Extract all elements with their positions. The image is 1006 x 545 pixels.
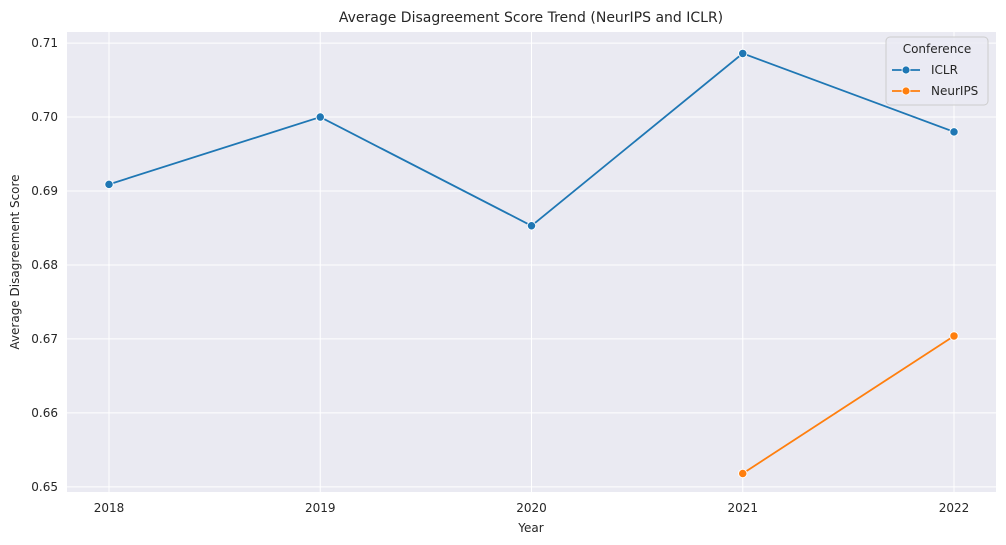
chart-title: Average Disagreement Score Trend (NeurIP… <box>339 10 723 26</box>
y-tick-label: 0.70 <box>31 110 58 124</box>
legend-box <box>885 36 989 106</box>
data-point-iclr <box>526 221 537 231</box>
y-axis-title: Average Disagreement Score <box>8 174 22 349</box>
data-point-iclr <box>315 112 325 122</box>
data-point-neurips <box>738 468 748 479</box>
data-point-iclr <box>949 127 959 137</box>
x-tick-label: 2018 <box>94 501 125 515</box>
x-tick-label: 2019 <box>305 501 336 515</box>
series-layer <box>104 48 959 479</box>
y-tick-label: 0.69 <box>31 184 58 198</box>
legend-marker-iclr <box>901 65 911 75</box>
y-tick-label: 0.67 <box>31 332 58 346</box>
x-tick-label: 2022 <box>939 501 970 515</box>
y-tick-label: 0.65 <box>31 480 58 494</box>
tick-labels: 2018 2019 2020 2021 2022 0.65 0.66 0.67 0.68 0.69… <box>31 36 969 515</box>
grid-lines <box>67 32 996 492</box>
y-tick-label: 0.68 <box>31 258 58 272</box>
data-point-iclr <box>738 48 748 59</box>
legend-marker-neurips <box>901 86 911 96</box>
data-point-neurips <box>949 331 959 341</box>
legend: Conference ICLR NeurIPS <box>885 36 989 106</box>
legend-label-neurips: NeurIPS <box>931 84 978 98</box>
y-tick-label: 0.71 <box>31 36 58 50</box>
x-tick-label: 2021 <box>727 501 758 515</box>
series-line-neurips <box>742 335 955 475</box>
legend-label-iclr: ICLR <box>931 63 958 77</box>
legend-title: Conference <box>903 42 972 56</box>
y-tick-label: 0.66 <box>31 406 58 420</box>
data-point-iclr <box>104 179 114 189</box>
x-axis-title: Year <box>517 521 543 535</box>
x-tick-label: 2020 <box>516 501 547 515</box>
